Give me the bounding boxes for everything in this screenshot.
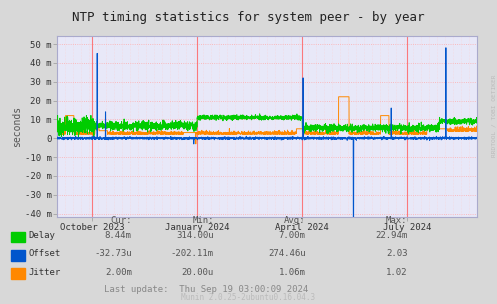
Text: Avg:: Avg:: [284, 216, 306, 225]
Text: 1.06m: 1.06m: [279, 268, 306, 277]
Text: -32.73u: -32.73u: [94, 249, 132, 258]
Text: -202.11m: -202.11m: [170, 249, 214, 258]
Text: NTP timing statistics for system peer - by year: NTP timing statistics for system peer - …: [72, 11, 425, 24]
Text: 8.44m: 8.44m: [105, 231, 132, 240]
Text: Min:: Min:: [192, 216, 214, 225]
Text: 274.46u: 274.46u: [268, 249, 306, 258]
Text: Delay: Delay: [29, 231, 56, 240]
Text: Offset: Offset: [29, 249, 61, 258]
Text: Last update:  Thu Sep 19 03:00:09 2024: Last update: Thu Sep 19 03:00:09 2024: [104, 285, 308, 294]
Text: RRDTOOL / TOBI OETIKER: RRDTOOL / TOBI OETIKER: [491, 74, 496, 157]
Text: Max:: Max:: [386, 216, 408, 225]
Text: 1.02: 1.02: [386, 268, 408, 277]
Text: 2.00m: 2.00m: [105, 268, 132, 277]
Text: 7.00m: 7.00m: [279, 231, 306, 240]
Text: 2.03: 2.03: [386, 249, 408, 258]
Text: Munin 2.0.25-2ubuntu0.16.04.3: Munin 2.0.25-2ubuntu0.16.04.3: [181, 292, 316, 302]
Text: Jitter: Jitter: [29, 268, 61, 277]
Text: 314.00u: 314.00u: [176, 231, 214, 240]
Text: 20.00u: 20.00u: [181, 268, 214, 277]
Text: 22.94m: 22.94m: [375, 231, 408, 240]
Text: Cur:: Cur:: [110, 216, 132, 225]
Y-axis label: seconds: seconds: [12, 106, 22, 147]
